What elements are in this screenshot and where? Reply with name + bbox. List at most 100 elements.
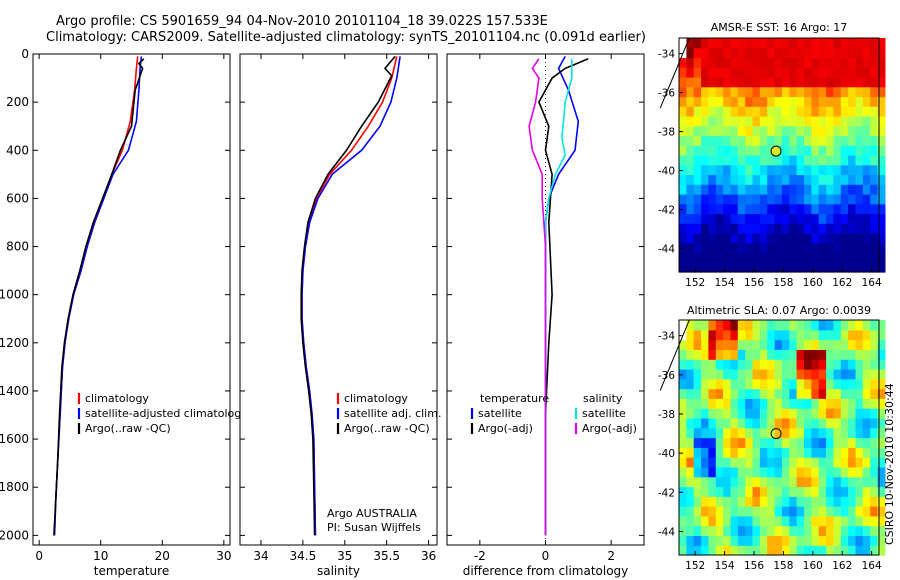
sla-map-cell [752,515,761,527]
sst-map-cell [789,174,798,185]
sst-map-cell [811,223,820,234]
sst-map-cell [811,164,820,176]
temperature-ytick-label: 0 [21,47,29,61]
sst-map-cell [862,184,871,195]
sst-map-cell [781,233,790,244]
sst-map-cell [826,96,835,107]
sst-map-cell [862,203,871,215]
sla-map-cell [774,457,783,468]
sla-map-cell [870,476,879,488]
sst-map-cell [752,252,761,263]
sla-map-cell [767,466,776,478]
sla-map-cell [752,398,761,409]
sla-map-cell [752,359,761,370]
sla-map-cell [723,437,732,448]
sst-map-cell [796,155,805,166]
sst-map-cell [840,213,849,224]
sla-map-cell [833,466,842,478]
sla-map-cell [796,359,805,370]
temperature-series-line-2 [53,58,145,536]
sst-map-cell [679,262,687,273]
sst-map-cell [752,135,761,146]
sla-map-cell [679,506,687,517]
sst-map-cell [781,47,790,59]
sst-map-cell [855,135,864,146]
sla-map-cell [701,339,710,350]
sst-map-cell [870,116,879,127]
sst-map-cell [781,213,790,224]
sst-map-cell [679,213,687,224]
sla-map-cell [767,437,776,448]
sla-map-cell [789,329,798,341]
sst-map-cell [826,213,835,224]
sst-map-cell [745,164,754,176]
sst-map-cell [715,262,724,273]
sst-map-cell [862,38,871,49]
sst-map-cell [818,38,827,49]
sla-map-cell [811,408,820,419]
sst-map-cell [693,106,702,117]
sst-map-cell [693,135,702,146]
sst-map-cell [708,164,717,176]
sst-map-cell [774,242,783,254]
sla-map-cell [796,417,805,429]
sst-map-cell [818,174,827,185]
sst-map-cell [804,262,812,273]
sst-map-cell [804,164,812,176]
sla-map-cell [693,378,702,390]
sla-map-cell [789,437,798,448]
sla-map-cell [693,525,702,536]
sla-map-cell [840,369,849,380]
sst-map-cell [811,194,820,205]
sst-map-cell [723,184,732,195]
sst-map-cell [737,194,746,205]
sla-map-cell [708,466,717,478]
sst-map-cell [796,38,805,49]
sst-map-cell [767,213,776,224]
sla-map-cell [862,476,871,488]
sla-map-cell [848,486,857,497]
sst-map-cell [701,155,710,166]
sla-map-cell [862,447,871,458]
sst-map-cell [767,96,776,107]
sst-map-cell [774,203,783,215]
sst-map-cell [715,86,724,98]
sst-map-cell [679,184,687,195]
sst-map-cell [679,116,687,127]
sst-map-cell [679,38,687,49]
sst-map-cell [840,135,849,146]
sla-map-cell [862,388,871,399]
sla-map-cell [840,476,849,488]
sla-map-cell [686,447,695,458]
sla-map-cell [679,417,687,429]
sla-map-cell [686,339,695,350]
sla-map-cell [737,329,746,341]
sla-map-cell [693,496,702,507]
sst-map-cell [826,38,835,49]
salinity-legend-entry-2: Argo(..raw -QC) [344,422,430,435]
sst-map-cell [877,125,886,137]
sst-map-cell [811,155,820,166]
sst-map-cell [679,135,687,146]
sst-map-cell [774,174,783,185]
sst-map-cell [870,242,879,254]
sla-map-cell [833,329,842,341]
sla-map-cell [708,545,717,556]
sst-map-cell [708,86,717,98]
sla-map-cell [715,349,724,360]
sla-map-cell [848,506,857,517]
sst-map-cell [877,57,886,68]
sla-map-cell [693,349,702,360]
sst-map-cell [848,106,857,117]
sla-map-cell [818,447,827,458]
sst-map-cell [745,125,754,137]
sla-map-cell [855,388,864,399]
sst-map-cell [693,223,702,234]
sst-map-title: AMSR-E SST: 16 Argo: 17 [711,21,848,34]
sla-map-ytick-label: -34 [658,331,675,343]
sla-map-cell [870,408,879,419]
sla-map-cell [781,447,790,458]
sst-map-cell [840,77,849,88]
sst-map-cell [848,262,857,273]
sst-map-cell [767,57,776,68]
